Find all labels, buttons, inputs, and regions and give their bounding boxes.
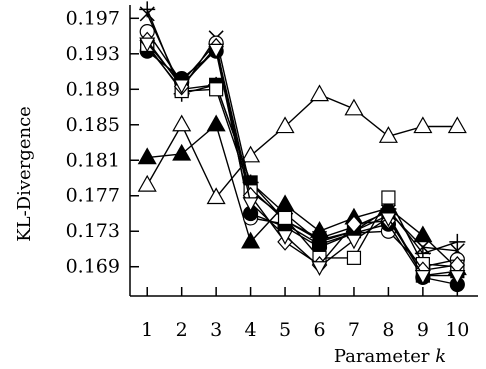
data-point — [414, 269, 431, 285]
x-tick-label: 10 — [445, 319, 469, 341]
data-point — [208, 43, 225, 59]
data-point — [241, 145, 261, 163]
series-triangle-down-open — [139, 37, 466, 285]
data-point — [139, 6, 155, 22]
data-point — [242, 197, 259, 213]
data-point — [277, 230, 294, 245]
series-line — [146, 9, 458, 255]
data-point — [209, 82, 224, 97]
data-point — [137, 174, 157, 192]
x-tick-label: 8 — [382, 319, 394, 341]
x-axis-label: Parameter k — [334, 346, 446, 367]
data-point — [173, 79, 190, 95]
series-group — [137, 1, 467, 293]
x-axis-label-var: k — [435, 346, 446, 367]
data-point — [449, 233, 466, 250]
x-tick-label: 9 — [417, 319, 429, 341]
data-point — [277, 210, 293, 226]
data-point — [172, 143, 192, 161]
data-point — [241, 231, 261, 249]
data-point — [311, 261, 328, 276]
series-line — [146, 93, 458, 199]
x-axis-label-text: Parameter — [334, 346, 435, 367]
data-point — [380, 212, 397, 228]
y-tick-label: 0.193 — [66, 43, 120, 65]
series-triangle-open — [137, 84, 467, 205]
data-point — [346, 250, 362, 265]
x-tick-label: 2 — [176, 319, 188, 341]
y-ticks: 0.169 0.173 0.177 0.181 0.185 0.189 0.193 0.197 — [66, 7, 139, 278]
x-tick-label: 5 — [279, 319, 291, 341]
data-point — [139, 37, 156, 53]
data-point — [345, 234, 362, 250]
data-point — [275, 116, 295, 134]
x-tick-label: 1 — [141, 319, 153, 341]
data-point — [449, 269, 466, 285]
data-point — [137, 147, 157, 165]
y-tick-label: 0.177 — [66, 185, 120, 207]
data-point — [381, 190, 396, 205]
data-point — [413, 225, 433, 243]
data-point — [413, 116, 433, 134]
series-line — [146, 13, 458, 252]
data-point — [346, 215, 362, 234]
y-tick-label: 0.181 — [66, 149, 120, 171]
data-point — [415, 239, 431, 255]
y-tick-label: 0.197 — [66, 7, 120, 29]
y-tick-label: 0.169 — [66, 256, 120, 278]
data-point — [206, 187, 226, 205]
y-tick-label: 0.189 — [66, 78, 120, 100]
x-ticks: 1 2 3 4 5 6 7 8 9 10 — [141, 287, 469, 341]
data-point — [312, 233, 327, 248]
x-tick-label: 7 — [348, 319, 360, 341]
y-tick-label: 0.185 — [66, 114, 120, 136]
data-point — [172, 114, 192, 132]
y-tick-label: 0.173 — [66, 220, 120, 242]
x-tick-label: 3 — [210, 319, 222, 341]
series-line — [147, 123, 458, 270]
series-line — [146, 42, 458, 277]
data-point — [447, 116, 467, 134]
y-axis-label: KL-Divergence — [14, 106, 35, 242]
series-line — [146, 49, 458, 286]
data-point — [378, 126, 398, 143]
data-point — [206, 114, 226, 132]
series-line — [146, 40, 458, 272]
series-line — [146, 31, 458, 268]
x-tick-label: 6 — [313, 319, 325, 341]
data-point — [344, 98, 364, 116]
data-point — [309, 84, 330, 102]
x-tick-label: 4 — [245, 319, 257, 341]
series-line — [146, 44, 458, 268]
